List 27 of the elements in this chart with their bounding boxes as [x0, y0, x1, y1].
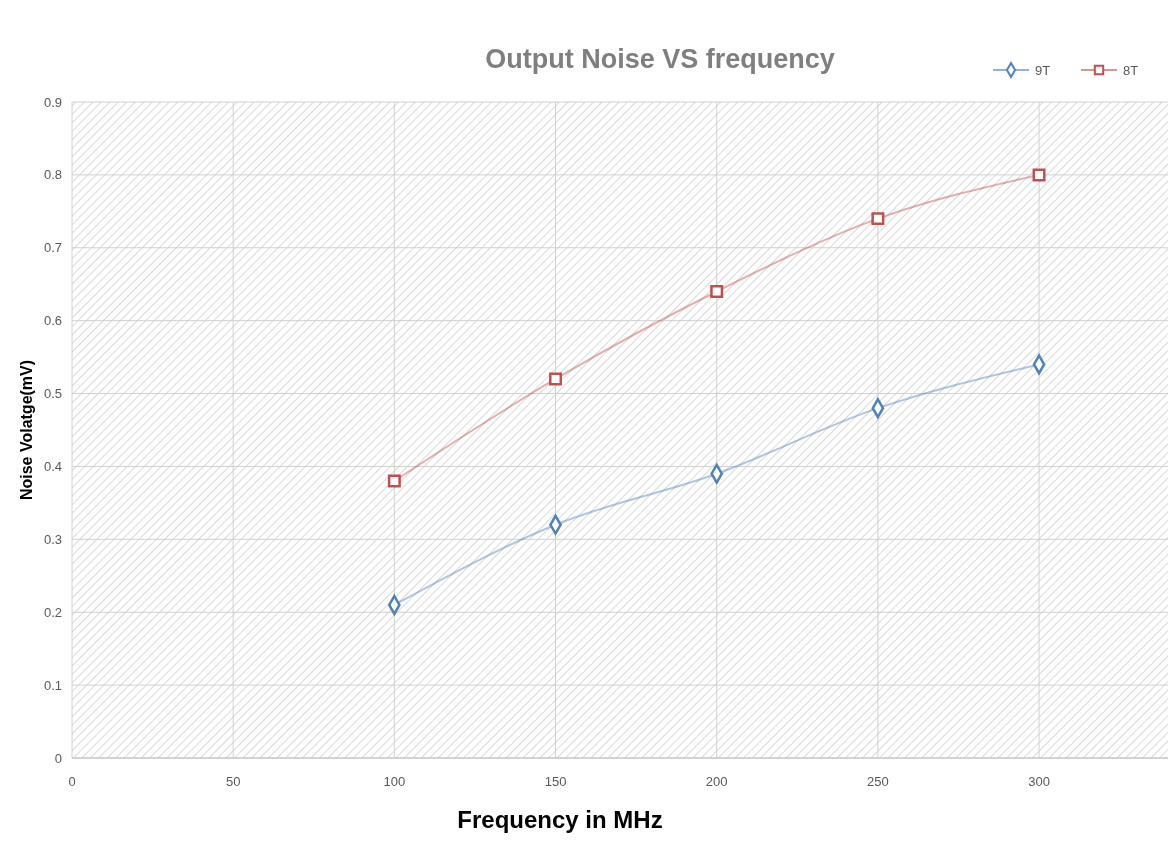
point — [871, 212, 885, 226]
y-axis-title: Noise Volatge(mV) — [18, 359, 35, 501]
x-tick-label: 200 — [705, 774, 728, 789]
x-tick-label: 50 — [225, 774, 241, 789]
y-tick-label: 0.7 — [43, 240, 62, 256]
y-tick-label: 0.8 — [43, 167, 62, 183]
y-tick-label: 0.2 — [43, 604, 62, 620]
y-tick-label: 0.9 — [43, 94, 62, 110]
y-tick-label: 0.3 — [43, 531, 62, 547]
legend-label: 9T — [1035, 62, 1051, 78]
legend-label: 8T — [1123, 62, 1139, 78]
y-tick-label: 0 — [54, 750, 62, 766]
chart-title: Output Noise VS frequency — [485, 44, 835, 74]
point — [710, 285, 724, 299]
x-tick-label: 150 — [544, 774, 567, 789]
x-axis-title: Frequency in MHz — [457, 806, 663, 833]
y-tick-label: 0.1 — [43, 677, 62, 693]
x-tick-label: 0 — [68, 774, 76, 789]
point — [387, 474, 401, 488]
x-tick-label: 300 — [1028, 774, 1050, 789]
x-tick-label: 250 — [867, 774, 889, 789]
y-tick-label: 0.4 — [43, 458, 62, 474]
y-tick-label: 0.6 — [43, 313, 62, 329]
point — [1032, 168, 1046, 182]
point — [549, 372, 563, 386]
x-tick-label: 100 — [383, 774, 406, 789]
y-tick-label: 0.5 — [43, 386, 62, 402]
